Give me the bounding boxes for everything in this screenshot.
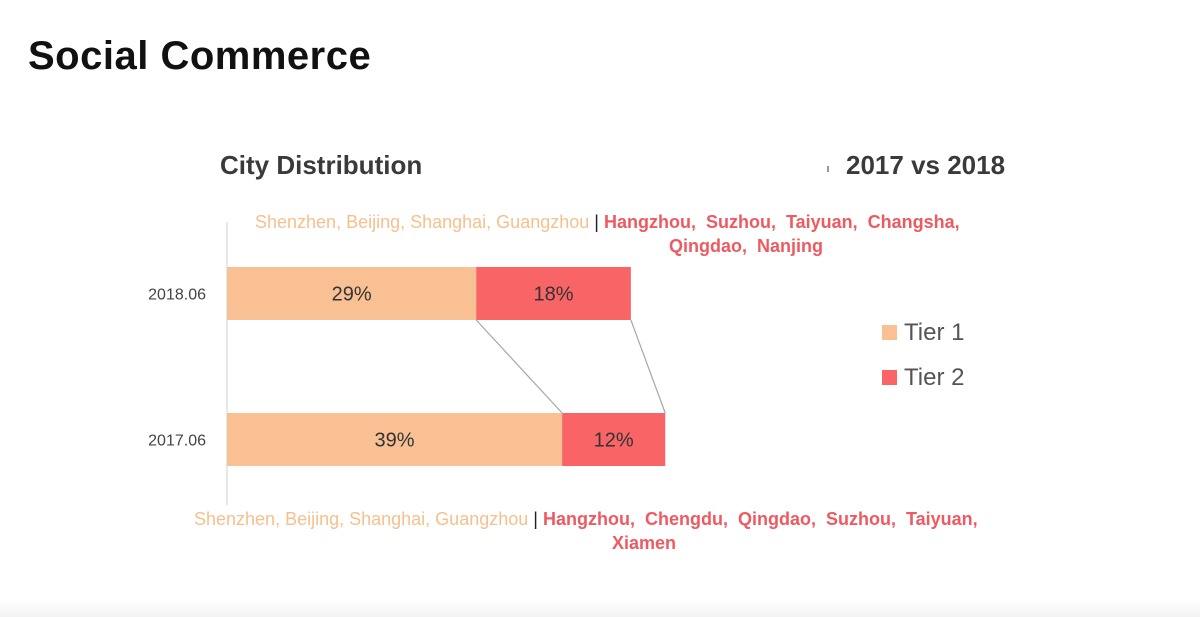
decorative-mark: [827, 166, 829, 172]
chart-subtitle: 2017 vs 2018: [846, 150, 1006, 180]
chart-title: City Distribution: [220, 150, 423, 180]
bar-2017.06-tier-1: [227, 413, 563, 466]
category-label-2017.06: 2017.06: [148, 433, 206, 450]
legend-swatch-tier-2: [882, 370, 897, 385]
category-label-2018.06: 2018.06: [148, 287, 206, 304]
data-label-2017.06-tier-1: 39%: [375, 430, 415, 452]
annotation-2018-tier2-line2: Qingdao, Nanjing: [669, 236, 823, 256]
bar-2018.06-tier-2: [476, 267, 631, 320]
connector-line-1: [475, 319, 563, 414]
bar-2017.06-tier-2: [562, 413, 666, 466]
annotation-2017-separator: |: [533, 509, 538, 529]
data-label-2017.06-tier-2: 12%: [594, 430, 634, 452]
annotation-2017-cities: Shenzhen, Beijing, Shanghai, Guangzhou |…: [194, 507, 978, 532]
connector-line-2: [630, 319, 666, 414]
data-label-2018.06-tier-2: 18%: [534, 284, 574, 306]
slide-footer-shadow: [0, 600, 1200, 617]
bar-2018.06-tier-1: [227, 267, 477, 320]
annotation-2017-tier2-line1: Hangzhou, Chengdu, Qingdao, Suzhou, Taiy…: [542, 509, 978, 529]
annotation-2017-tier2-line2: Xiamen: [612, 533, 677, 553]
legend-label-tier-2: Tier 2: [904, 364, 964, 391]
annotation-2018-cities: Shenzhen, Beijing, Shanghai, Guangzhou |…: [255, 210, 960, 235]
data-label-2018.06-tier-1: 29%: [332, 284, 372, 306]
annotation-2017-tier1: Shenzhen, Beijing, Shanghai, Guangzhou: [194, 509, 529, 529]
annotation-2018-tier1: Shenzhen, Beijing, Shanghai, Guangzhou: [255, 212, 590, 232]
annotation-2018-tier2-line1: Hangzhou, Suzhou, Taiyuan, Changsha,: [603, 212, 960, 232]
slide-title: Social Commerce: [28, 34, 372, 78]
legend-label-tier-1: Tier 1: [904, 319, 964, 346]
legend-swatch-tier-1: [882, 325, 897, 340]
annotation-2018-separator: |: [594, 212, 599, 232]
